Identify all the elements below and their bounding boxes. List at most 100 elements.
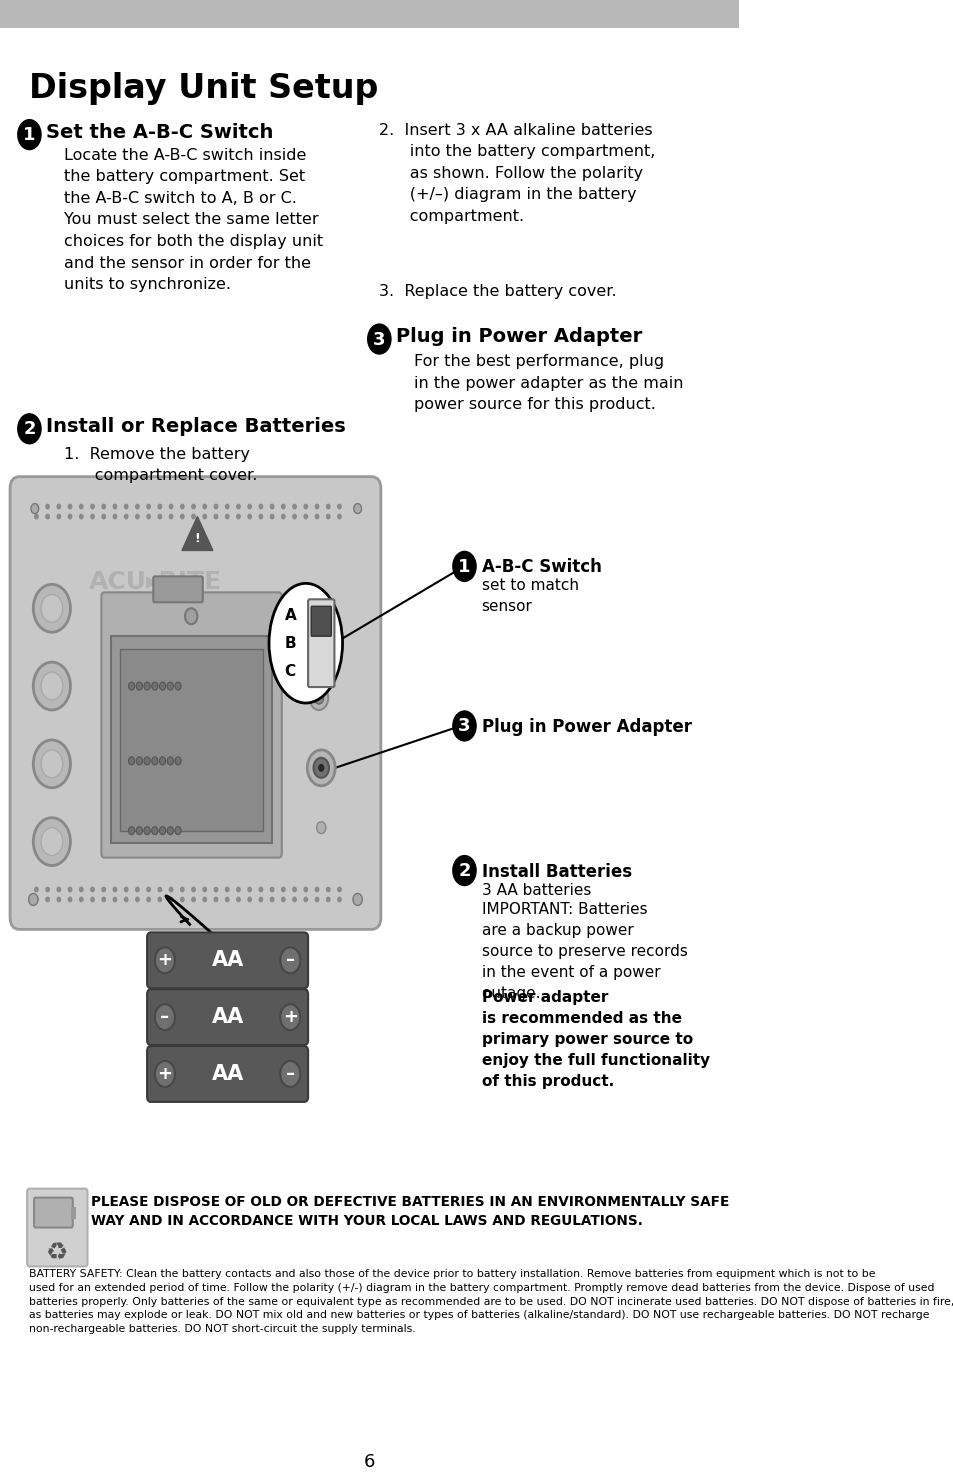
- Circle shape: [158, 515, 161, 519]
- Circle shape: [318, 764, 324, 771]
- Circle shape: [304, 897, 307, 901]
- Circle shape: [225, 897, 229, 901]
- Circle shape: [203, 897, 206, 901]
- Text: set to match
sensor: set to match sensor: [481, 578, 578, 615]
- Circle shape: [33, 740, 71, 788]
- Circle shape: [180, 515, 184, 519]
- Circle shape: [248, 504, 251, 509]
- Circle shape: [270, 897, 274, 901]
- Text: –: –: [286, 1065, 294, 1083]
- FancyBboxPatch shape: [147, 990, 308, 1046]
- Circle shape: [310, 686, 328, 709]
- Circle shape: [170, 504, 172, 509]
- Circle shape: [124, 888, 128, 892]
- Circle shape: [79, 504, 83, 509]
- Circle shape: [225, 515, 229, 519]
- Circle shape: [453, 855, 476, 885]
- Text: 2: 2: [457, 861, 470, 881]
- Circle shape: [259, 504, 262, 509]
- Text: Plug in Power Adapter: Plug in Power Adapter: [481, 718, 691, 736]
- Circle shape: [167, 757, 173, 766]
- Circle shape: [281, 897, 285, 901]
- Circle shape: [304, 504, 307, 509]
- Text: !: !: [194, 532, 200, 544]
- Circle shape: [293, 515, 296, 519]
- Text: 2.  Insert 3 x AA alkaline batteries
      into the battery compartment,
      a: 2. Insert 3 x AA alkaline batteries into…: [379, 122, 655, 224]
- Circle shape: [46, 897, 50, 901]
- Circle shape: [144, 826, 150, 835]
- Circle shape: [259, 888, 262, 892]
- Circle shape: [147, 515, 151, 519]
- Circle shape: [453, 711, 476, 740]
- Circle shape: [180, 504, 184, 509]
- Circle shape: [293, 897, 296, 901]
- Circle shape: [135, 504, 139, 509]
- Text: ♻: ♻: [46, 1242, 69, 1266]
- Circle shape: [367, 324, 391, 354]
- Circle shape: [225, 504, 229, 509]
- Circle shape: [174, 757, 181, 766]
- Text: C: C: [284, 664, 295, 678]
- FancyBboxPatch shape: [10, 476, 380, 929]
- Circle shape: [337, 504, 341, 509]
- Circle shape: [33, 817, 71, 866]
- Circle shape: [69, 888, 71, 892]
- Text: For the best performance, plug
in the power adapter as the main
power source for: For the best performance, plug in the po…: [414, 354, 683, 412]
- Circle shape: [192, 504, 195, 509]
- Circle shape: [147, 504, 151, 509]
- Text: Plug in Power Adapter: Plug in Power Adapter: [395, 327, 642, 347]
- FancyBboxPatch shape: [27, 1189, 88, 1267]
- Circle shape: [248, 897, 251, 901]
- Circle shape: [57, 515, 60, 519]
- Text: AA: AA: [212, 950, 243, 971]
- Circle shape: [236, 897, 240, 901]
- Circle shape: [41, 594, 63, 622]
- Circle shape: [30, 503, 39, 513]
- Text: 1.  Remove the battery
      compartment cover.: 1. Remove the battery compartment cover.: [64, 447, 257, 484]
- Circle shape: [203, 504, 206, 509]
- Circle shape: [354, 503, 361, 513]
- Circle shape: [124, 504, 128, 509]
- Circle shape: [129, 826, 134, 835]
- Circle shape: [326, 504, 330, 509]
- Circle shape: [46, 504, 50, 509]
- Text: A-B-C Switch: A-B-C Switch: [481, 559, 600, 577]
- Circle shape: [214, 515, 217, 519]
- Circle shape: [113, 504, 116, 509]
- Circle shape: [57, 897, 60, 901]
- Circle shape: [158, 888, 161, 892]
- Text: +: +: [282, 1007, 297, 1027]
- Text: B: B: [284, 636, 295, 650]
- Circle shape: [192, 888, 195, 892]
- Text: PLEASE DISPOSE OF OLD OR DEFECTIVE BATTERIES IN AN ENVIRONMENTALLY SAFE
WAY AND : PLEASE DISPOSE OF OLD OR DEFECTIVE BATTE…: [91, 1195, 729, 1227]
- Circle shape: [214, 888, 217, 892]
- Circle shape: [337, 515, 341, 519]
- Circle shape: [91, 897, 94, 901]
- Circle shape: [57, 504, 60, 509]
- Circle shape: [152, 757, 158, 766]
- Circle shape: [41, 673, 63, 701]
- Circle shape: [113, 888, 116, 892]
- Circle shape: [135, 897, 139, 901]
- FancyBboxPatch shape: [311, 606, 331, 636]
- Text: +: +: [157, 951, 172, 969]
- Circle shape: [326, 515, 330, 519]
- Circle shape: [314, 692, 323, 704]
- Circle shape: [170, 888, 172, 892]
- Circle shape: [214, 897, 217, 901]
- Text: +: +: [157, 1065, 172, 1083]
- Circle shape: [69, 515, 71, 519]
- Circle shape: [135, 888, 139, 892]
- Circle shape: [91, 888, 94, 892]
- Circle shape: [102, 888, 106, 892]
- Circle shape: [102, 515, 106, 519]
- Circle shape: [158, 897, 161, 901]
- Circle shape: [91, 504, 94, 509]
- Circle shape: [18, 119, 41, 149]
- Circle shape: [225, 888, 229, 892]
- Circle shape: [29, 894, 38, 906]
- Circle shape: [192, 515, 195, 519]
- Circle shape: [135, 515, 139, 519]
- Text: Install Batteries: Install Batteries: [481, 863, 631, 881]
- Text: 3.  Replace the battery cover.: 3. Replace the battery cover.: [379, 285, 617, 299]
